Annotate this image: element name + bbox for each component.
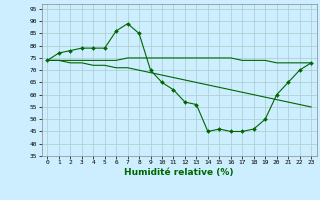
X-axis label: Humidité relative (%): Humidité relative (%)	[124, 168, 234, 177]
